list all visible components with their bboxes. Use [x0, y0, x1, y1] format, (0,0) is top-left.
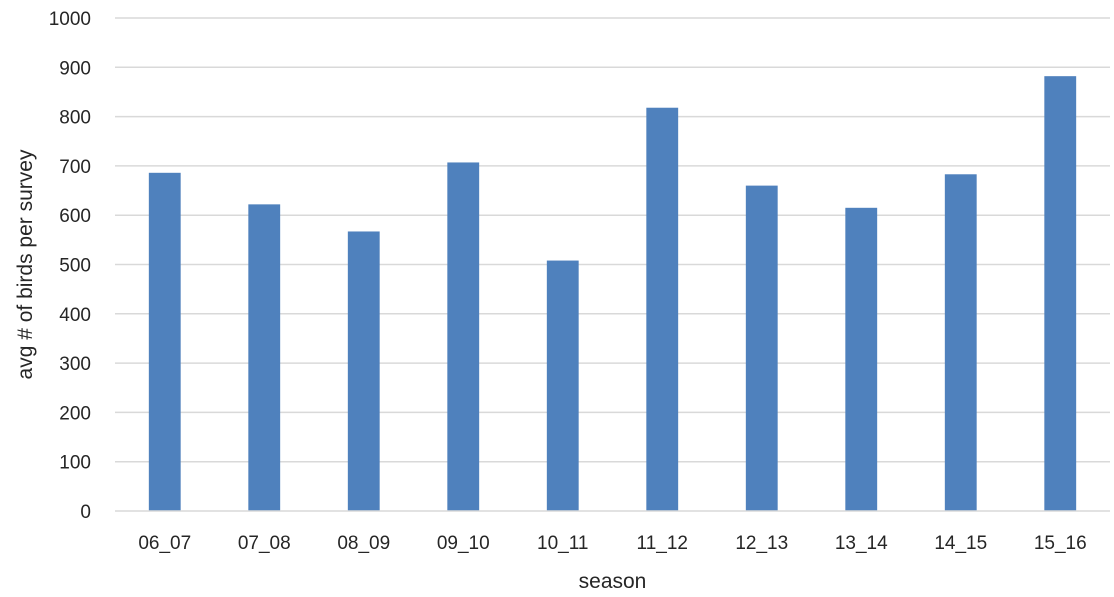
bar: [546, 260, 579, 511]
bar: [148, 172, 181, 511]
y-tick-label: 600: [59, 206, 91, 227]
bar: [944, 174, 977, 511]
y-tick-label: 200: [59, 403, 91, 424]
x-tick-label: 08_09: [337, 533, 390, 554]
y-tick-label: 900: [59, 58, 91, 79]
bar: [347, 231, 380, 511]
bar: [248, 204, 281, 511]
y-tick-label: 300: [59, 354, 91, 375]
y-tick-label: 400: [59, 305, 91, 326]
x-tick-label: 10_11: [537, 533, 588, 554]
x-tick-label: 13_14: [835, 533, 888, 554]
x-tick-label: 06_07: [138, 533, 191, 554]
x-tick-label: 11_12: [637, 533, 688, 554]
y-tick-label: 500: [59, 256, 91, 277]
y-tick-label: 700: [59, 157, 91, 178]
x-tick-label: 12_13: [735, 533, 788, 554]
x-tick-label: 07_08: [238, 533, 291, 554]
bar: [646, 107, 679, 511]
bar: [1044, 76, 1077, 511]
bars: [148, 76, 1077, 511]
x-tick-label: 09_10: [437, 533, 490, 554]
bar: [745, 185, 778, 511]
y-tick-labels: 0 100 200 300 400 500 600 700 800 900 1000: [49, 9, 91, 523]
y-axis-title: avg # of birds per survey: [14, 149, 37, 379]
y-tick-label: 800: [59, 108, 91, 129]
x-tick-label: 14_15: [934, 533, 987, 554]
x-axis-title: season: [579, 570, 647, 593]
gridlines: [115, 17, 1110, 463]
bar: [447, 162, 480, 511]
y-tick-label: 1000: [49, 9, 91, 30]
y-tick-label: 100: [59, 453, 91, 474]
y-tick-label: 0: [80, 502, 91, 523]
x-tick-label: 15_16: [1034, 533, 1087, 554]
x-tick-labels: 06_07 07_08 08_09 09_10 10_11 11_12 12_13 13_14…: [138, 533, 1086, 554]
bar: [845, 207, 878, 511]
